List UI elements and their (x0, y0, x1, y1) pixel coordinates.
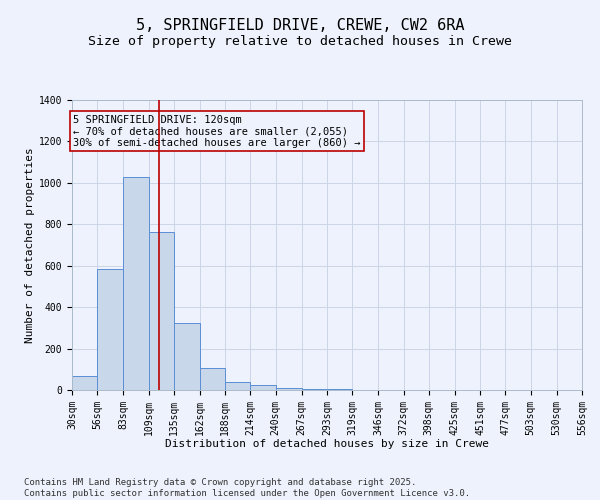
Text: Size of property relative to detached houses in Crewe: Size of property relative to detached ho… (88, 35, 512, 48)
Text: 5, SPRINGFIELD DRIVE, CREWE, CW2 6RA: 5, SPRINGFIELD DRIVE, CREWE, CW2 6RA (136, 18, 464, 32)
Y-axis label: Number of detached properties: Number of detached properties (25, 147, 35, 343)
Bar (72, 376, 97, 390)
Bar (174, 322, 200, 390)
Text: 5 SPRINGFIELD DRIVE: 120sqm
← 70% of detached houses are smaller (2,055)
30% of : 5 SPRINGFIELD DRIVE: 120sqm ← 70% of det… (73, 114, 361, 148)
Bar (302, 389, 327, 390)
Bar (275, 388, 302, 390)
Bar (200, 368, 225, 390)
X-axis label: Distribution of detached houses by size in Crewe: Distribution of detached houses by size … (165, 439, 489, 449)
Bar (97, 269, 124, 390)
Bar (225, 382, 250, 390)
Bar (149, 232, 174, 390)
Text: Contains HM Land Registry data © Crown copyright and database right 2025.
Contai: Contains HM Land Registry data © Crown c… (24, 478, 470, 498)
Bar (124, 176, 149, 390)
Bar (250, 385, 275, 390)
